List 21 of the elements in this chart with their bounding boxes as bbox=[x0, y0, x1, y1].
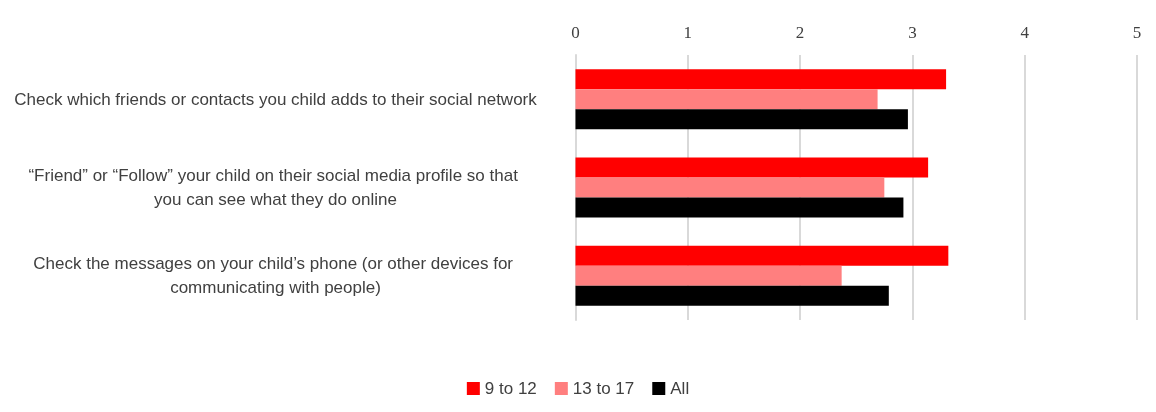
bar bbox=[575, 197, 904, 218]
x-tick-label: 0 bbox=[571, 23, 580, 42]
x-tick-label: 2 bbox=[795, 23, 805, 42]
legend-label: All bbox=[670, 379, 690, 398]
x-tick-label: 3 bbox=[908, 23, 917, 42]
y-tick-label: Check which friends or contacts you child adds to their social network bbox=[14, 89, 538, 109]
x-tick-label: 5 bbox=[1132, 23, 1142, 42]
bar bbox=[575, 157, 929, 178]
bar bbox=[575, 177, 885, 198]
bar bbox=[575, 245, 949, 266]
bar bbox=[575, 285, 889, 306]
legend-label: 9 to 12 bbox=[484, 379, 537, 398]
y-tick-label: Check the messages on your child’s phone (or other devices for communicating with people) bbox=[33, 254, 518, 298]
bar bbox=[575, 89, 878, 110]
bar bbox=[575, 109, 908, 130]
x-tick-label: 1 bbox=[683, 23, 693, 42]
legend-label: 13 to 17 bbox=[572, 379, 635, 398]
y-tick-label: “Friend” or “Follow” your child on their social media profile so that you can see what they do online bbox=[28, 166, 523, 209]
x-tick-label: 4 bbox=[1020, 23, 1030, 42]
bar bbox=[575, 265, 842, 286]
bar bbox=[575, 69, 947, 90]
